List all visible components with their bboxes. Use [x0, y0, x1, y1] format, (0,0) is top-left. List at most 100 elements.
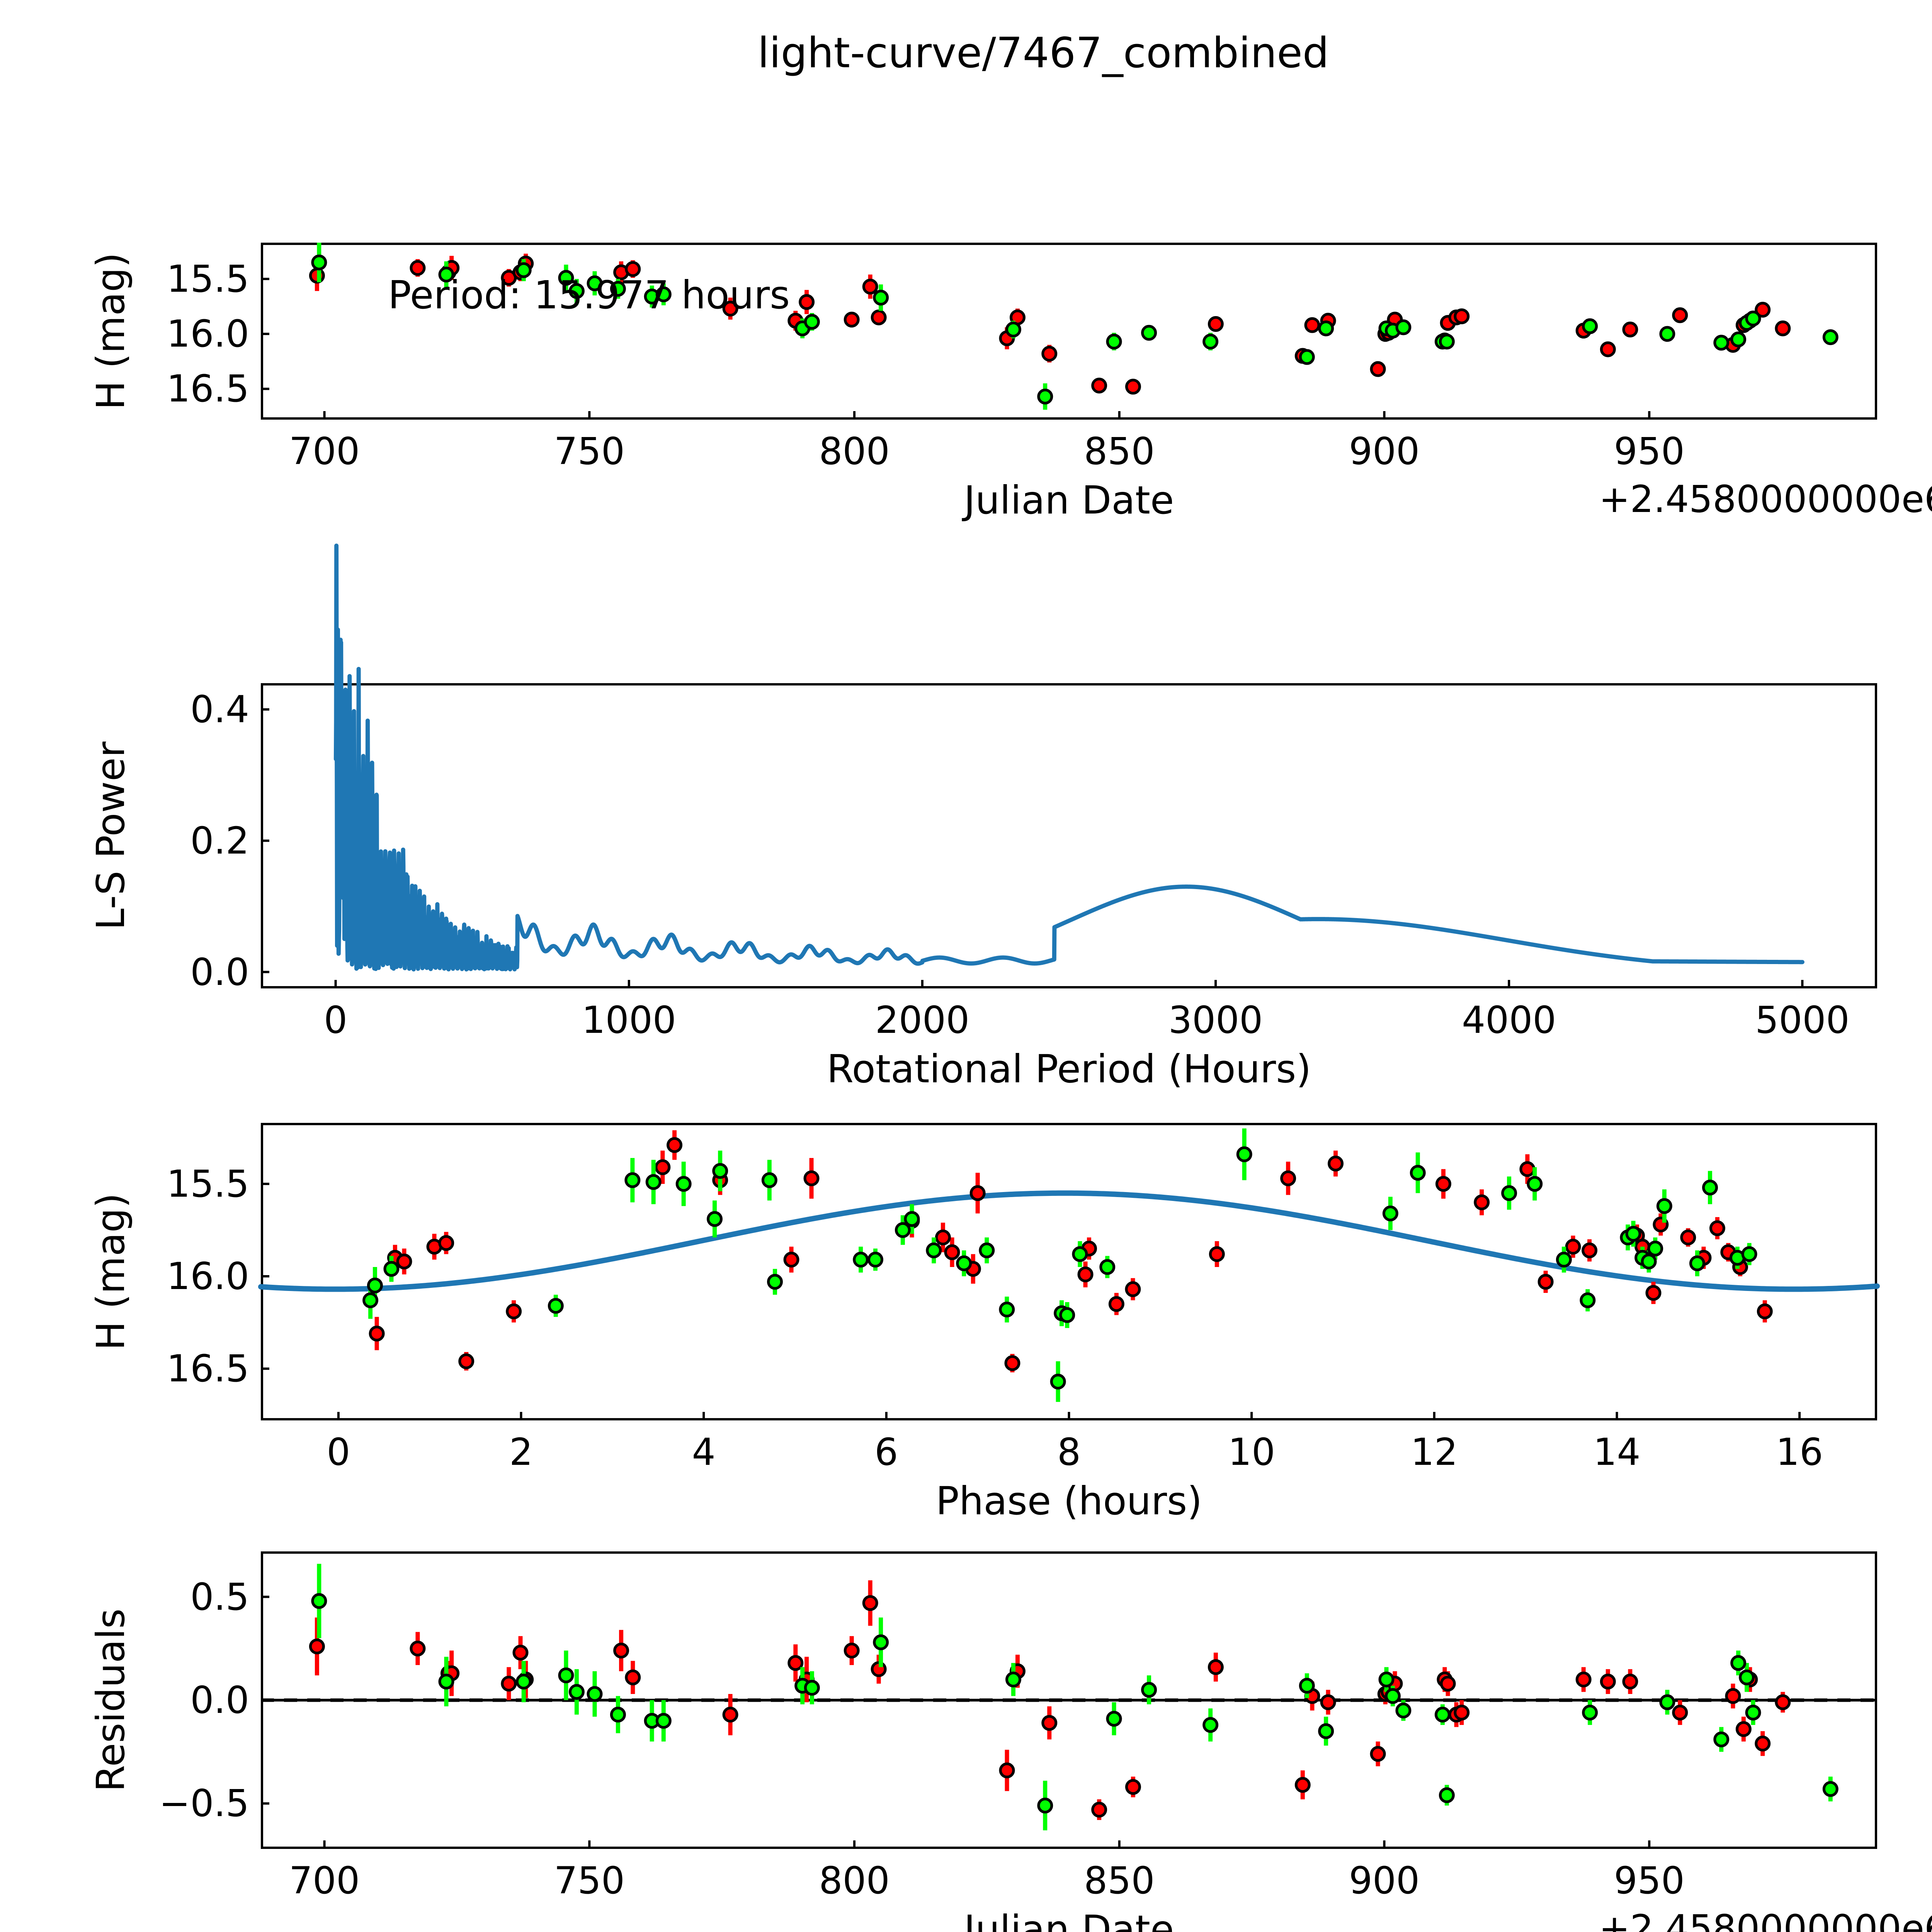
- data-point: [1659, 326, 1675, 342]
- data-point: [1395, 319, 1412, 335]
- data-point: [1582, 318, 1598, 334]
- data-point: [458, 1353, 474, 1369]
- data-point: [613, 1643, 629, 1659]
- x-offset-text-lightcurve: +2.4580000000e6: [1599, 478, 1932, 521]
- xlabel-lightcurve: Julian Date: [964, 478, 1174, 523]
- xtick-label-phase-12: 12: [1410, 1430, 1458, 1474]
- data-point: [1739, 1669, 1755, 1685]
- data-point: [1439, 1787, 1455, 1803]
- data-point: [904, 1211, 920, 1227]
- data-point: [1656, 1198, 1672, 1214]
- xtick-label-residuals-900: 900: [1349, 1859, 1420, 1902]
- data-point: [1125, 1281, 1141, 1297]
- panel-periodogram: [261, 543, 1877, 988]
- data-point: [1454, 308, 1470, 325]
- data-point: [1370, 1746, 1386, 1762]
- ylabel-residuals: Residuals: [88, 1608, 133, 1792]
- data-point: [309, 1638, 325, 1655]
- plot-area-phase: [258, 1128, 1880, 1420]
- data-point: [1236, 1146, 1252, 1162]
- xtick-label-periodogram-2000: 2000: [875, 998, 970, 1042]
- xtick-label-phase-2: 2: [509, 1430, 533, 1474]
- data-point: [1395, 1702, 1412, 1719]
- plot-area-residuals: [261, 1564, 1877, 1849]
- xtick-label-phase-10: 10: [1228, 1430, 1276, 1474]
- data-point: [1575, 1672, 1592, 1688]
- data-point: [1474, 1194, 1490, 1211]
- data-point: [1318, 320, 1334, 337]
- xtick-label-lightcurve-950: 950: [1614, 430, 1685, 473]
- data-point: [935, 1230, 951, 1246]
- data-point: [707, 1211, 723, 1227]
- ytick-label-lightcurve-16.5: 16.5: [167, 367, 249, 411]
- panel-residuals: [261, 1551, 1877, 1849]
- data-point: [999, 1762, 1015, 1779]
- data-point: [979, 1242, 995, 1259]
- data-point: [1537, 1274, 1554, 1290]
- data-point: [1582, 1242, 1598, 1259]
- series-green: [311, 243, 1838, 410]
- data-point: [867, 1252, 883, 1268]
- data-point: [1822, 329, 1838, 345]
- data-point: [844, 1643, 860, 1659]
- data-point: [311, 254, 327, 270]
- data-point: [1435, 1176, 1451, 1192]
- data-point: [1565, 1238, 1581, 1255]
- xtick-label-periodogram-1000: 1000: [582, 998, 676, 1042]
- data-point: [1454, 1704, 1470, 1721]
- plot-area-lightcurve: [261, 243, 1838, 420]
- data-point: [767, 1274, 783, 1290]
- data-point: [1208, 1659, 1224, 1675]
- data-point: [1755, 1735, 1771, 1752]
- data-point: [515, 262, 532, 278]
- data-point: [1600, 341, 1616, 357]
- data-point: [624, 1172, 641, 1188]
- data-point: [862, 1595, 878, 1611]
- data-point: [1370, 361, 1386, 377]
- data-point: [1125, 1779, 1141, 1795]
- data-point: [1647, 1240, 1663, 1257]
- x-offset-text-residuals: +2.4580000000e6: [1599, 1907, 1932, 1932]
- data-point: [1318, 1723, 1334, 1739]
- data-point: [803, 1170, 820, 1186]
- data-point: [610, 281, 626, 297]
- data-point: [1041, 345, 1058, 362]
- data-point: [1106, 333, 1122, 350]
- data-point: [1280, 1170, 1296, 1186]
- series-red: [369, 1130, 1773, 1372]
- data-point: [1582, 1704, 1598, 1721]
- data-point: [1641, 1253, 1657, 1270]
- data-point: [1745, 310, 1761, 327]
- data-point: [1556, 1252, 1572, 1268]
- data-point: [655, 1713, 672, 1729]
- data-point: [558, 270, 574, 286]
- data-point: [610, 1706, 626, 1723]
- ytick-label-residuals-0.5: 0.5: [190, 1575, 249, 1619]
- xtick-label-lightcurve-800: 800: [819, 430, 890, 473]
- data-point: [1440, 1675, 1456, 1692]
- data-point: [1125, 379, 1141, 395]
- data-point: [1099, 1259, 1116, 1275]
- xtick-label-periodogram-4000: 4000: [1462, 998, 1556, 1042]
- sinusoid-fit-curve: [258, 1190, 1880, 1292]
- data-point: [568, 283, 585, 299]
- ytick-label-lightcurve-15.5: 15.5: [167, 257, 249, 301]
- data-point: [722, 301, 738, 317]
- data-point: [1141, 1682, 1157, 1698]
- data-point: [862, 279, 878, 295]
- ytick-label-phase-15.5: 15.5: [167, 1162, 249, 1206]
- data-point: [645, 1174, 662, 1190]
- data-point: [969, 1185, 986, 1201]
- data-point: [369, 1325, 385, 1342]
- data-point: [761, 1172, 777, 1188]
- data-point: [783, 1252, 799, 1268]
- data-point: [367, 1277, 383, 1294]
- data-point: [1645, 1285, 1662, 1301]
- data-point: [1501, 1185, 1517, 1201]
- data-point: [712, 1163, 728, 1179]
- data-point: [1091, 378, 1107, 394]
- data-point: [512, 1645, 529, 1661]
- ylabel-periodogram: L-S Power: [88, 742, 133, 930]
- data-point: [1108, 1296, 1124, 1312]
- data-point: [956, 1255, 972, 1271]
